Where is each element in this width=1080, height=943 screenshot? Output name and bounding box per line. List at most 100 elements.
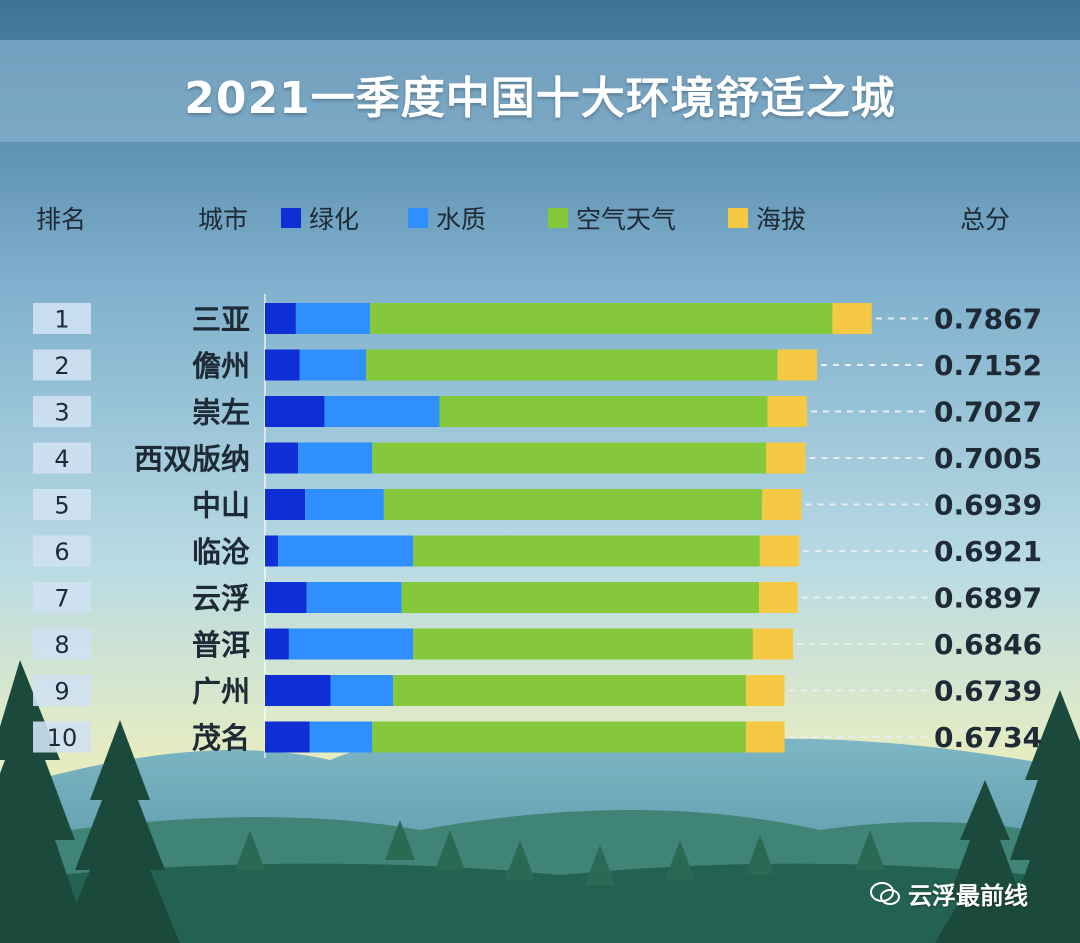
bar-segment-water <box>299 349 367 381</box>
rank-label: 10 <box>47 724 78 752</box>
city-label: 临沧 <box>192 535 250 569</box>
bar-segment-greening <box>265 535 279 567</box>
rank-label: 8 <box>54 631 69 659</box>
city-label: 茂名 <box>192 721 250 755</box>
rank-box <box>33 489 91 520</box>
bar-segment-water <box>330 675 394 706</box>
rank-box <box>33 442 91 474</box>
rank-label: 7 <box>54 585 69 613</box>
bar-segment-altitude <box>762 489 802 520</box>
legend-label-altitude: 海拔 <box>756 205 807 234</box>
legend-label-air: 空气天气 <box>576 205 677 234</box>
legend-item-altitude: 海拔 <box>728 200 806 236</box>
bar-segment-air <box>383 489 763 520</box>
legend-swatch-altitude <box>728 208 748 228</box>
bar-segment-water <box>306 582 402 613</box>
bar-segment-air <box>366 349 778 381</box>
total-header: 总分 <box>960 205 1011 234</box>
bar-segment-greening <box>265 582 307 613</box>
rank-box <box>33 535 91 567</box>
legend-swatch-air <box>548 208 568 228</box>
rank-label: 1 <box>54 306 69 334</box>
watermark: 云浮最前线 <box>870 876 1028 911</box>
bar-segment-water <box>305 489 384 520</box>
legend-swatch-greening <box>281 208 301 228</box>
rank-box <box>33 721 91 753</box>
watermark-text: 云浮最前线 <box>908 882 1028 910</box>
total-score-label: 0.7005 <box>934 442 1042 475</box>
bar-segment-greening <box>265 396 325 427</box>
bar-segment-water <box>324 396 440 427</box>
bar-segment-air <box>369 303 833 334</box>
bar-segment-air <box>401 582 760 613</box>
total-score-label: 0.6897 <box>934 582 1042 615</box>
total-score-label: 0.6939 <box>934 489 1042 522</box>
rank-label: 9 <box>54 678 69 706</box>
bar-segment-water <box>278 535 414 567</box>
bar-segment-altitude <box>832 303 872 334</box>
wechat-icon <box>870 881 900 905</box>
bar-segment-greening <box>265 489 306 520</box>
total-score-label: 0.6734 <box>934 721 1042 754</box>
total-score-label: 0.7027 <box>934 396 1042 429</box>
total-score-label: 0.7152 <box>934 349 1042 382</box>
bar-segment-water <box>298 442 373 474</box>
city-label: 儋州 <box>192 349 250 383</box>
city-header: 城市 <box>198 205 249 234</box>
bar-segment-altitude <box>745 675 785 706</box>
rank-box <box>33 582 91 613</box>
legend-item-water: 水质 <box>408 200 486 236</box>
bar-segment-greening <box>265 349 300 381</box>
rank-box <box>33 396 91 427</box>
city-label: 崇左 <box>192 396 250 430</box>
city-label: 中山 <box>192 489 250 523</box>
bar-segment-water <box>295 303 370 334</box>
bar-segment-water <box>309 721 373 753</box>
bar-segment-greening <box>265 628 289 660</box>
rank-box <box>33 628 91 660</box>
bar-segment-water <box>288 628 414 660</box>
bar-segment-air <box>372 442 767 474</box>
city-label: 三亚 <box>192 303 250 337</box>
title-band <box>0 40 1080 142</box>
rank-box <box>33 303 91 334</box>
rank-label: 4 <box>54 445 69 473</box>
rank-label: 6 <box>54 538 69 566</box>
rank-header: 排名 <box>36 205 87 234</box>
bar-segment-altitude <box>767 396 807 427</box>
bar-segment-greening <box>265 675 331 706</box>
bar-segment-air <box>413 628 753 660</box>
bar-segment-greening <box>265 303 296 334</box>
legend-item-greening: 绿化 <box>281 200 359 236</box>
bar-segment-air <box>372 721 746 753</box>
legend-label-greening: 绿化 <box>309 205 360 234</box>
total-score-label: 0.6846 <box>934 628 1042 661</box>
rank-box <box>33 675 91 706</box>
legend-item-air: 空气天气 <box>548 200 676 236</box>
legend-label-water: 水质 <box>436 205 487 234</box>
legend-swatch-water <box>408 208 428 228</box>
chart-title: 2021一季度中国十大环境舒适之城 <box>184 73 896 124</box>
bar-segment-altitude <box>766 442 806 474</box>
bar-segment-air <box>439 396 768 427</box>
city-label: 西双版纳 <box>134 442 250 476</box>
rank-label: 2 <box>54 352 69 380</box>
bar-segment-greening <box>265 442 299 474</box>
rank-label: 5 <box>54 492 69 520</box>
bar-segment-altitude <box>745 721 785 753</box>
city-label: 普洱 <box>192 628 250 662</box>
bar-segment-air <box>413 535 760 567</box>
bar-segment-air <box>393 675 746 706</box>
bar-segment-altitude <box>759 582 798 613</box>
bar-segment-greening <box>265 721 310 753</box>
rank-box <box>33 349 91 381</box>
city-label: 广州 <box>192 675 250 709</box>
total-score-label: 0.7867 <box>934 303 1042 336</box>
bar-segment-altitude <box>752 628 794 660</box>
bar-segment-altitude <box>759 535 800 567</box>
city-label: 云浮 <box>192 582 250 616</box>
rank-label: 3 <box>54 399 69 427</box>
total-score-label: 0.6739 <box>934 675 1042 708</box>
